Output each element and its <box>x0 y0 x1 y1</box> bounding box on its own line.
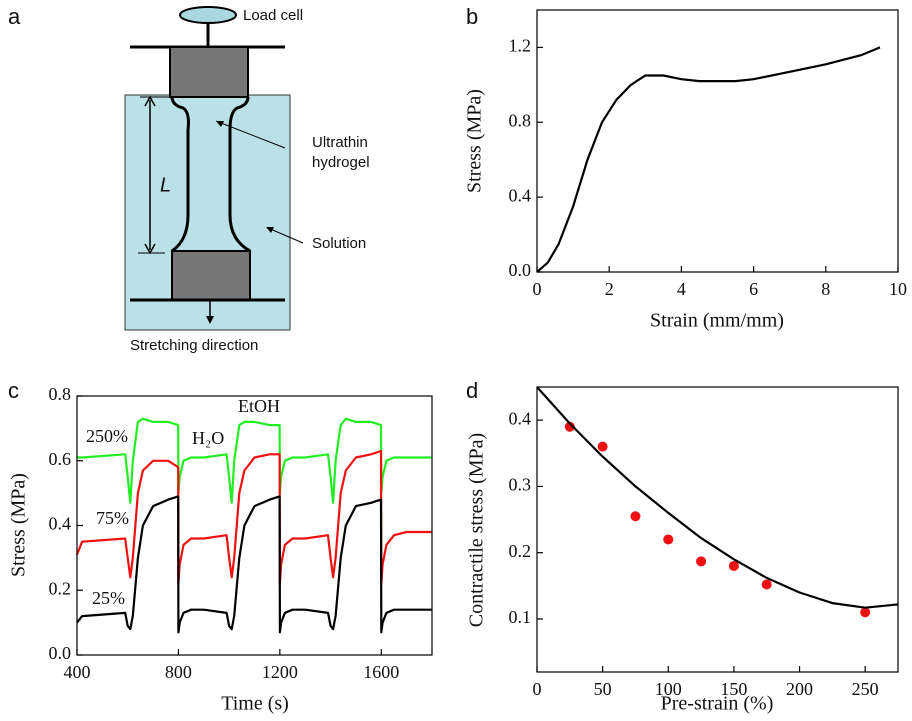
y-tick-label: 0.8 <box>509 110 532 130</box>
point <box>761 579 772 590</box>
load-cell <box>179 6 237 24</box>
panel-label: d <box>466 378 478 403</box>
x-tick-label: 4 <box>677 279 686 299</box>
x-tick-label: 10 <box>889 279 907 299</box>
chart: d Pre-strain (%) Contractile stress (MPa) 0… <box>466 378 899 715</box>
y-tick-label: 0.0 <box>509 260 532 280</box>
y-tick-label: 0.2 <box>49 578 72 598</box>
x-tick-label: 800 <box>165 662 192 682</box>
point <box>597 441 608 452</box>
y-tick-label: 0.8 <box>49 384 72 404</box>
x-tick-label: 200 <box>786 679 813 699</box>
x-axis-title: Pre-strain (%) <box>661 693 774 715</box>
x-tick-label: 2 <box>605 279 614 299</box>
solution-label: Solution <box>312 235 366 252</box>
x-axis-title: Time (s) <box>221 693 289 715</box>
point <box>630 511 641 522</box>
y-tick-label: 0.3 <box>509 475 532 495</box>
plot-frame <box>536 386 899 673</box>
pointer-head <box>266 227 274 233</box>
series-label: 250% <box>86 426 128 446</box>
line <box>75 449 432 585</box>
panel-label: c <box>8 378 19 403</box>
chart: c Time (s) Stress (MPa) 400 800 1200 1600 0.0 0.… <box>8 378 433 715</box>
line <box>76 495 432 634</box>
bottom-grip <box>171 250 251 301</box>
arrow-head <box>206 316 214 324</box>
plot-frame <box>76 395 433 656</box>
hydrogel-label: Ultrathin <box>312 134 368 151</box>
line <box>536 386 899 609</box>
y-axis-title: Stress (MPa) <box>8 473 30 577</box>
y-tick-label: 0.0 <box>49 643 72 663</box>
point <box>696 556 707 567</box>
point <box>860 607 871 618</box>
direction-label: Stretching direction <box>130 337 258 354</box>
pointer-head <box>216 121 224 127</box>
y-tick-label: 0.6 <box>49 449 72 469</box>
x-tick-label: 50 <box>594 679 612 699</box>
chart: b Strain (mm/mm) Stress (MPa) 0 2 4 6 8 10 0.0 0.4… <box>464 4 907 332</box>
y-tick-label: 1.2 <box>509 36 532 56</box>
x-tick-label: 6 <box>749 279 758 299</box>
annotation: EtOH <box>238 396 280 416</box>
top-grip <box>169 46 249 98</box>
pointer <box>215 120 286 149</box>
series-label: 75% <box>96 508 129 528</box>
y-axis-title: Contractile stress (MPa) <box>466 433 488 627</box>
y-axis-title: Stress (MPa) <box>464 89 486 193</box>
hydrogel-label: hydrogel <box>312 154 370 171</box>
line <box>536 46 881 273</box>
x-tick-label: 250 <box>852 679 879 699</box>
x-tick-label: 0 <box>533 679 542 699</box>
y-tick-label: 0.4 <box>509 408 532 428</box>
y-tick-label: 0.1 <box>509 607 532 627</box>
x-tick-label: 1200 <box>262 662 298 682</box>
point <box>564 421 575 432</box>
hydrogel <box>170 96 251 253</box>
y-tick-label: 0.2 <box>509 541 532 561</box>
x-tick-label: 0 <box>533 279 542 299</box>
x-axis-title: Strain (mm/mm) <box>650 310 784 332</box>
line <box>77 417 432 504</box>
y-tick-label: 0.4 <box>509 185 532 205</box>
load-cell-label: Load cell <box>243 7 303 24</box>
x-tick-label: 8 <box>821 279 830 299</box>
panel-label: b <box>466 4 478 29</box>
y-tick-label: 0.4 <box>49 514 72 534</box>
point <box>663 534 674 545</box>
pointer <box>267 227 304 244</box>
x-tick-label: 400 <box>64 662 91 682</box>
annotation: H₂O <box>192 428 224 448</box>
x-tick-label: 1600 <box>363 662 399 682</box>
series-label: 25% <box>92 588 125 608</box>
panel-label: a <box>8 4 21 29</box>
point <box>728 560 739 571</box>
diagram: a L Load cell Ultrathin hydrogel Solutio… <box>8 4 370 354</box>
plot-frame <box>536 9 899 273</box>
length-label: L <box>160 174 171 196</box>
x-tick-label: 150 <box>720 679 747 699</box>
x-tick-label: 100 <box>655 679 682 699</box>
